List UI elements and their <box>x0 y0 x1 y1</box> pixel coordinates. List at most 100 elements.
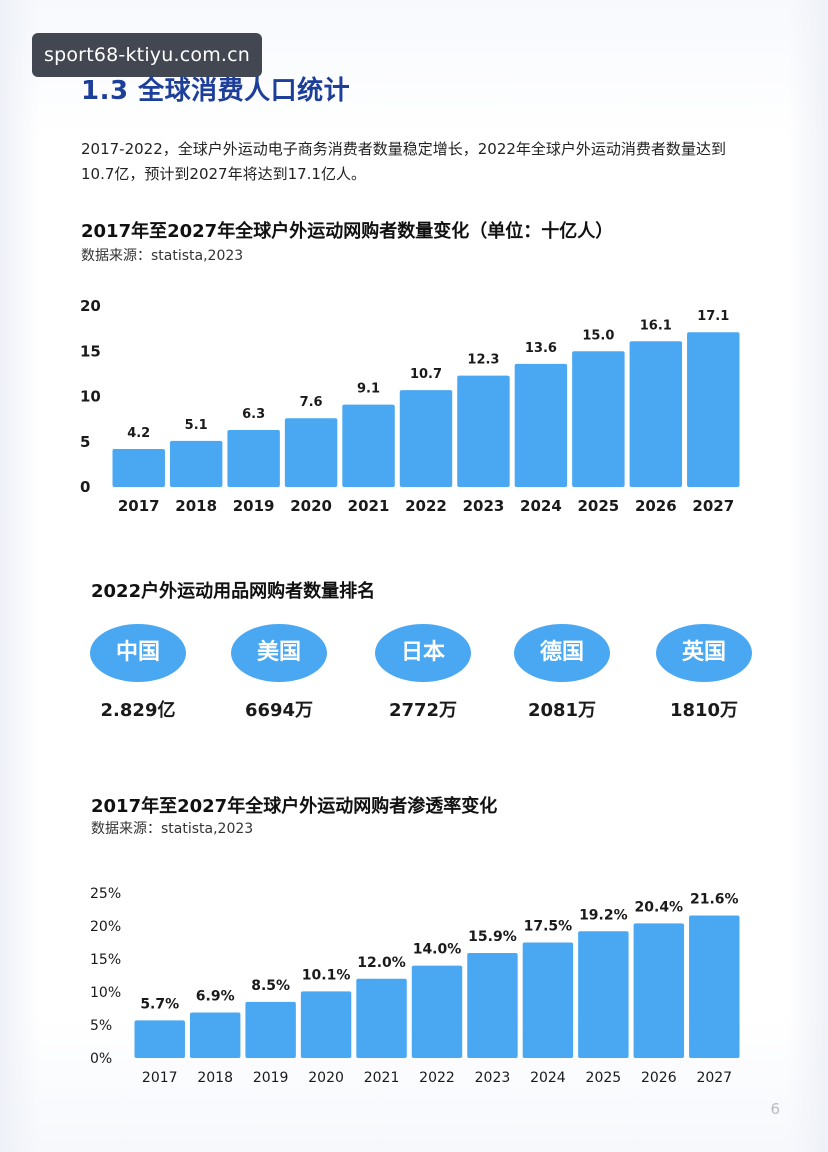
page-title: 1.3 全球消费人口统计 <box>81 76 351 106</box>
bar-2021 <box>356 978 407 1058</box>
y-tick-label: 20% <box>90 919 121 935</box>
watermark-url: sport68-ktiyu.com.cn <box>32 33 263 77</box>
y-tick-label: 15 <box>80 342 101 360</box>
bar-2019 <box>227 429 280 487</box>
data-label: 7.6 <box>300 395 323 410</box>
country-badge: 德国 <box>514 624 610 682</box>
bar-2020 <box>284 418 338 487</box>
x-tick-label: 2025 <box>577 497 619 515</box>
data-label: 4.2 <box>127 426 150 441</box>
shoppers-count-chart: 0 5 10 15 20 4.2 2017 5.1 2018 6.3 2019 7.6 2020 9.1 2… <box>80 297 740 515</box>
data-label: 14.0% <box>413 942 462 958</box>
bar-2024 <box>514 363 568 487</box>
y-tick-label: 10 <box>80 388 101 406</box>
ranking-title: 2022户外运动用品网购者数量排名 <box>91 581 376 602</box>
y-tick-label: 5 <box>80 433 90 451</box>
x-tick-label: 2026 <box>635 497 677 515</box>
country-badge: 日本 <box>375 624 471 682</box>
intro-paragraph: 2017-2022，全球户外运动电子商务消费者数量稳定增长，2022年全球户外运… <box>81 140 726 183</box>
data-label: 20.4% <box>635 899 684 915</box>
data-label: 6.9% <box>196 988 235 1004</box>
data-label: 10.1% <box>302 967 351 983</box>
rank-item-japan: 日本 2772万 <box>363 624 483 722</box>
penetration-rate-chart: 0% 5% 10% 15% 20% 25% 5.7% 2017 6.9% 2018 8.5% 2019… <box>90 886 740 1086</box>
data-label: 12.3 <box>467 353 499 368</box>
bar-2024 <box>522 942 574 1058</box>
bar-2025 <box>578 931 629 1058</box>
chart1-source: 数据来源：statista,2023 <box>81 248 244 264</box>
country-value: 2.829亿 <box>100 700 176 721</box>
data-label: 19.2% <box>579 907 628 923</box>
x-tick-label: 2020 <box>290 497 332 515</box>
bar-2020 <box>300 991 352 1058</box>
bar-2017 <box>134 1020 185 1058</box>
page-number: 6 <box>770 1100 780 1118</box>
bar-2019 <box>245 1001 296 1058</box>
data-label: 12.0% <box>357 955 406 971</box>
y-tick-label: 20 <box>80 297 101 315</box>
bar-2026 <box>633 923 685 1058</box>
data-label: 6.3 <box>242 407 265 422</box>
x-tick-label: 2017 <box>142 1070 178 1086</box>
rank-item-usa: 美国 6694万 <box>219 624 339 722</box>
data-label: 5.7% <box>140 996 179 1012</box>
chart2-title: 2017年至2027年全球户外运动网购者渗透率变化 <box>91 796 498 817</box>
y-tick-label: 25% <box>90 886 121 902</box>
rank-item-uk: 英国 1810万 <box>644 624 764 722</box>
x-tick-label: 2019 <box>253 1070 289 1086</box>
country-value: 2081万 <box>527 700 597 721</box>
x-tick-label: 2021 <box>364 1070 400 1086</box>
y-tick-label: 0 <box>80 478 90 496</box>
x-tick-label: 2026 <box>641 1070 677 1086</box>
bar-2022 <box>399 390 453 487</box>
data-label: 15.9% <box>468 929 517 945</box>
bar-2022 <box>411 965 463 1058</box>
data-label: 16.1 <box>640 318 672 333</box>
x-tick-label: 2027 <box>692 497 734 515</box>
x-tick-label: 2019 <box>233 497 275 515</box>
country-badge: 中国 <box>90 624 186 682</box>
bar-2023 <box>467 953 518 1058</box>
bar-2017 <box>112 448 165 487</box>
x-tick-label: 2021 <box>348 497 390 515</box>
x-tick-label: 2024 <box>530 1070 566 1086</box>
data-label: 13.6 <box>525 341 557 356</box>
data-label: 5.1 <box>185 418 208 433</box>
bar-2021 <box>342 404 395 487</box>
country-value: 2772万 <box>388 700 458 721</box>
bar-2025 <box>572 351 625 487</box>
country-badge: 美国 <box>231 624 327 682</box>
page-edge-shade-left <box>0 0 40 1152</box>
data-label: 17.5% <box>524 919 573 935</box>
bar-2026 <box>629 341 683 487</box>
data-label: 17.1 <box>697 309 729 324</box>
data-label: 21.6% <box>690 891 739 907</box>
x-tick-label: 2027 <box>696 1070 732 1086</box>
x-tick-label: 2017 <box>118 497 160 515</box>
x-tick-label: 2020 <box>308 1070 344 1086</box>
x-tick-label: 2024 <box>520 497 562 515</box>
data-label: 15.0 <box>582 328 614 343</box>
y-tick-label: 15% <box>90 952 121 968</box>
rank-item-china: 中国 2.829亿 <box>78 624 198 722</box>
bar-2027 <box>689 915 740 1058</box>
rank-item-germany: 德国 2081万 <box>502 624 622 722</box>
bar-2018 <box>189 1012 241 1058</box>
x-tick-label: 2022 <box>405 497 447 515</box>
y-tick-label: 0% <box>90 1051 112 1067</box>
country-badge: 英国 <box>656 624 752 682</box>
chart2-source: 数据来源：statista,2023 <box>91 821 254 837</box>
bar-2027 <box>687 332 740 487</box>
data-label: 8.5% <box>251 978 290 994</box>
country-ranking: 中国 2.829亿 美国 6694万 日本 2772万 德国 2081万 英国 … <box>80 624 770 734</box>
bar-2023 <box>457 375 510 487</box>
x-tick-label: 2018 <box>197 1070 233 1086</box>
x-tick-label: 2025 <box>586 1070 622 1086</box>
y-tick-label: 10% <box>90 985 121 1001</box>
page-edge-shade-right <box>788 0 828 1152</box>
data-label: 9.1 <box>357 382 380 397</box>
y-tick-label: 5% <box>90 1018 112 1034</box>
data-label: 10.7 <box>410 367 442 382</box>
x-tick-label: 2018 <box>175 497 217 515</box>
country-value: 1810万 <box>669 700 739 721</box>
